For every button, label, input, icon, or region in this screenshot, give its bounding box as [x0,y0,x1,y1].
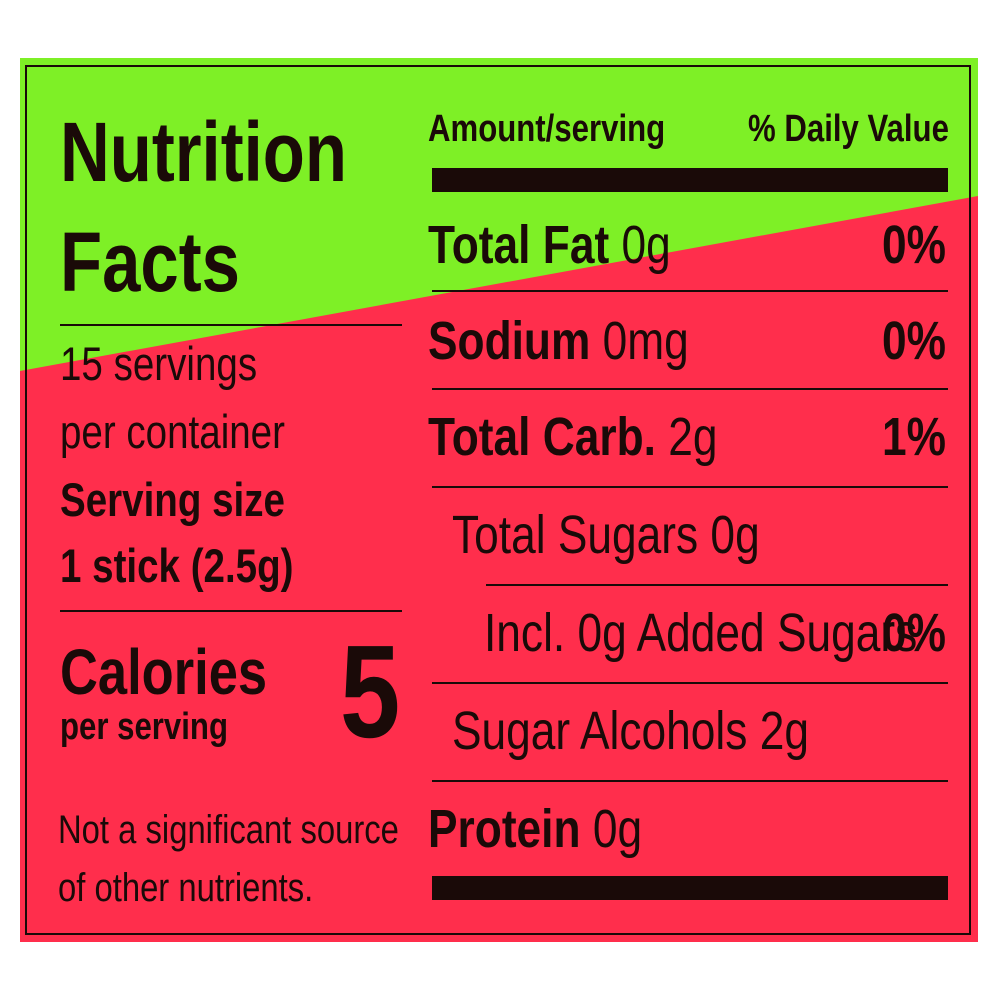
row-label: Total Fat [428,215,610,275]
serving-size-label: Serving size [60,473,285,526]
row-added-sugars: Incl. 0g Added Sugars [484,603,918,663]
row-label: Protein [428,799,581,859]
row-sodium: Sodium 0mg [428,314,689,368]
servings-per-container-line1: 15 servings [60,337,258,390]
calories-per-serving: per serving [60,706,228,748]
footnote-line1: Not a significant source [58,808,399,852]
calories-label: Calories [60,636,268,708]
title-facts: Facts [60,215,240,309]
bottom-thick-rule [432,876,948,900]
calories-value: 5 [340,618,401,765]
row-total-carb: Total Carb. 2g [428,410,718,464]
row-divider [486,584,948,586]
row-dv: 1% [882,407,946,467]
nutrition-facts-label: Nutrition Facts 15 servings per containe… [20,58,978,942]
top-color-band [20,58,978,371]
row-dv: 0% [882,311,946,371]
row-amount: 0g [592,799,643,859]
footnote-line2: of other nutrients. [58,866,314,910]
row-label: Sodium [428,311,591,371]
row-divider [432,780,948,782]
servings-per-container-line2: per container [60,405,285,458]
row-amount: 2g [668,407,718,467]
row-total-sugars: Total Sugars 0g [452,505,760,565]
label-background [20,58,978,942]
row-dv: 0% [882,603,946,663]
row-amount: 0g [621,215,671,275]
row-protein: Protein 0g [428,802,642,856]
row-amount: 0mg [602,311,689,371]
serving-size-value: 1 stick (2.5g) [60,539,294,592]
row-label: Total Carb. [428,407,656,467]
row-divider [432,682,948,684]
row-total-fat: Total Fat 0g [428,218,671,272]
label-frame [25,65,971,935]
row-dv: 0% [882,215,946,275]
row-divider [432,388,948,390]
row-divider [432,290,948,292]
header-daily-value: % Daily Value [748,108,949,150]
row-divider [432,486,948,488]
title-nutrition: Nutrition [60,105,347,199]
title-divider [60,324,402,326]
row-sugar-alcohols: Sugar Alcohols 2g [452,701,809,761]
header-thick-rule [432,168,948,192]
header-amount-per-serving: Amount/serving [428,108,666,150]
serving-divider [60,610,402,612]
